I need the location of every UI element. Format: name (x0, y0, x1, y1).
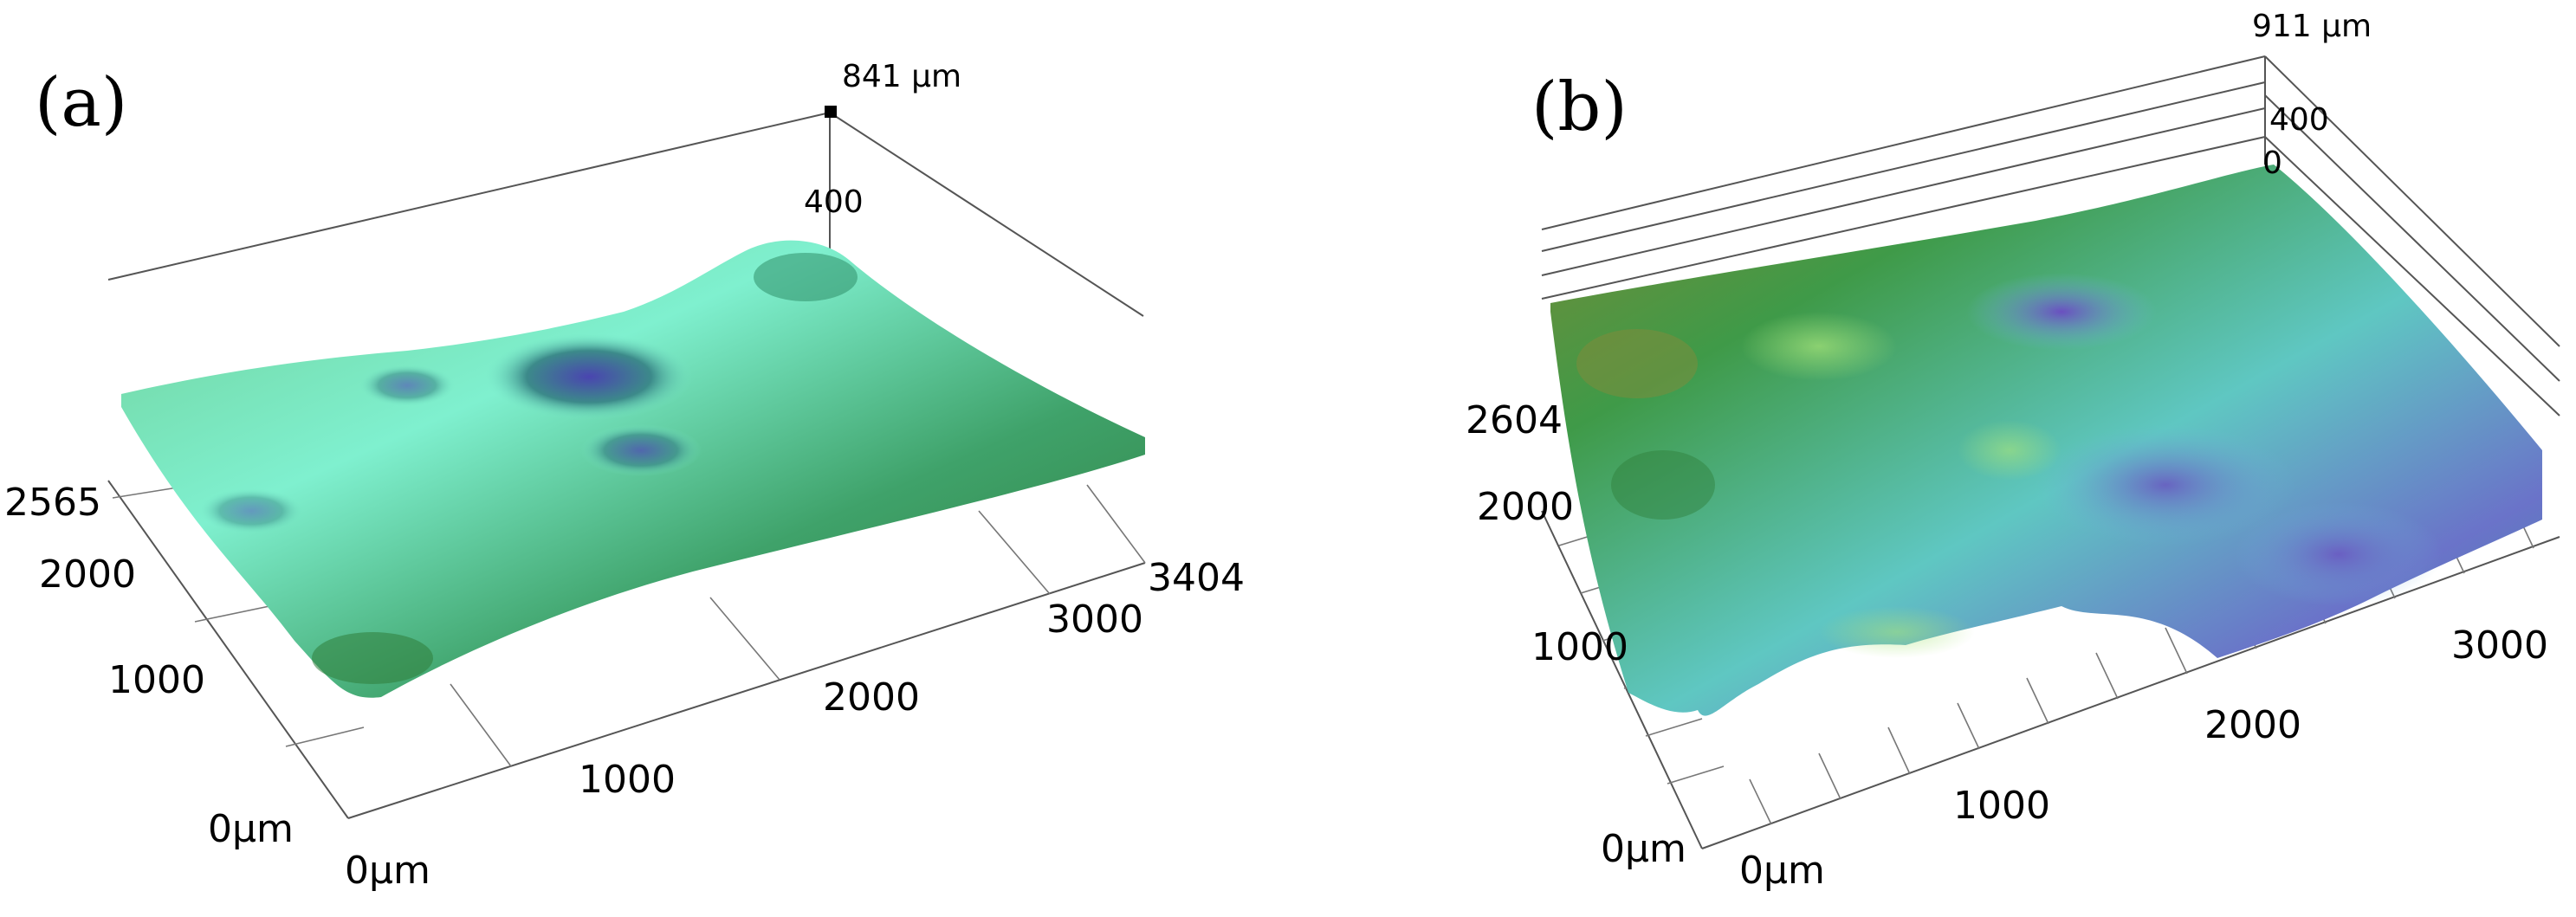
panel-b-z-top: 911 µm (2252, 9, 2372, 44)
panel-b-x-tick-1000: 1000 (1953, 784, 2050, 828)
panel-a-grid (112, 480, 1146, 767)
panel-a-z-top: 841 µm (842, 59, 961, 94)
panel-a-z-mid: 400 (804, 184, 864, 220)
panel-b-label: (b) (1531, 68, 1628, 146)
panel-a-surface (121, 240, 1145, 698)
panel-b-surface (1550, 165, 2542, 716)
panel-a-x-tick-1000: 1000 (579, 758, 676, 802)
panel-a-label: (a) (35, 64, 127, 142)
panel-b-y-tick-1000: 1000 (1531, 625, 1628, 669)
panel-b-y-zero: 0µm (1601, 827, 1686, 871)
panel-b-x-tick-2000: 2000 (2204, 703, 2301, 747)
panel-a-x-zero: 0µm (345, 849, 430, 893)
panel-b-y-max: 2604 (1466, 398, 1563, 442)
panel-b-x-tick-3000: 3000 (2451, 623, 2548, 668)
panel-b-z-mid: 400 (2269, 102, 2329, 138)
panel-b-x-zero: 0µm (1739, 849, 1825, 893)
panel-a-x-tick-3000: 3000 (1046, 597, 1143, 642)
panel-b-y-tick-2000: 2000 (1477, 485, 1574, 529)
panel-a-x-tick-2000: 2000 (823, 675, 920, 720)
panel-a: (a) 841 µm 400 2565 2000 1000 0µm 0µm 10… (4, 59, 1245, 893)
panel-a-y-zero: 0µm (208, 807, 294, 851)
panel-b-z-zero: 0 (2262, 145, 2282, 181)
panel-a-frame (107, 112, 1146, 819)
panel-a-x-max: 3404 (1148, 556, 1245, 600)
panel-a-y-max: 2565 (4, 481, 101, 525)
panel-b: (b) 911 µm 400 0 2604 2000 1000 0µm 0µm … (1466, 9, 2560, 893)
panel-a-y-tick-1000: 1000 (108, 658, 205, 702)
panel-b-frame (1541, 55, 2560, 849)
panel-a-z-marker (825, 106, 837, 118)
panel-a-y-tick-2000: 2000 (39, 552, 136, 597)
